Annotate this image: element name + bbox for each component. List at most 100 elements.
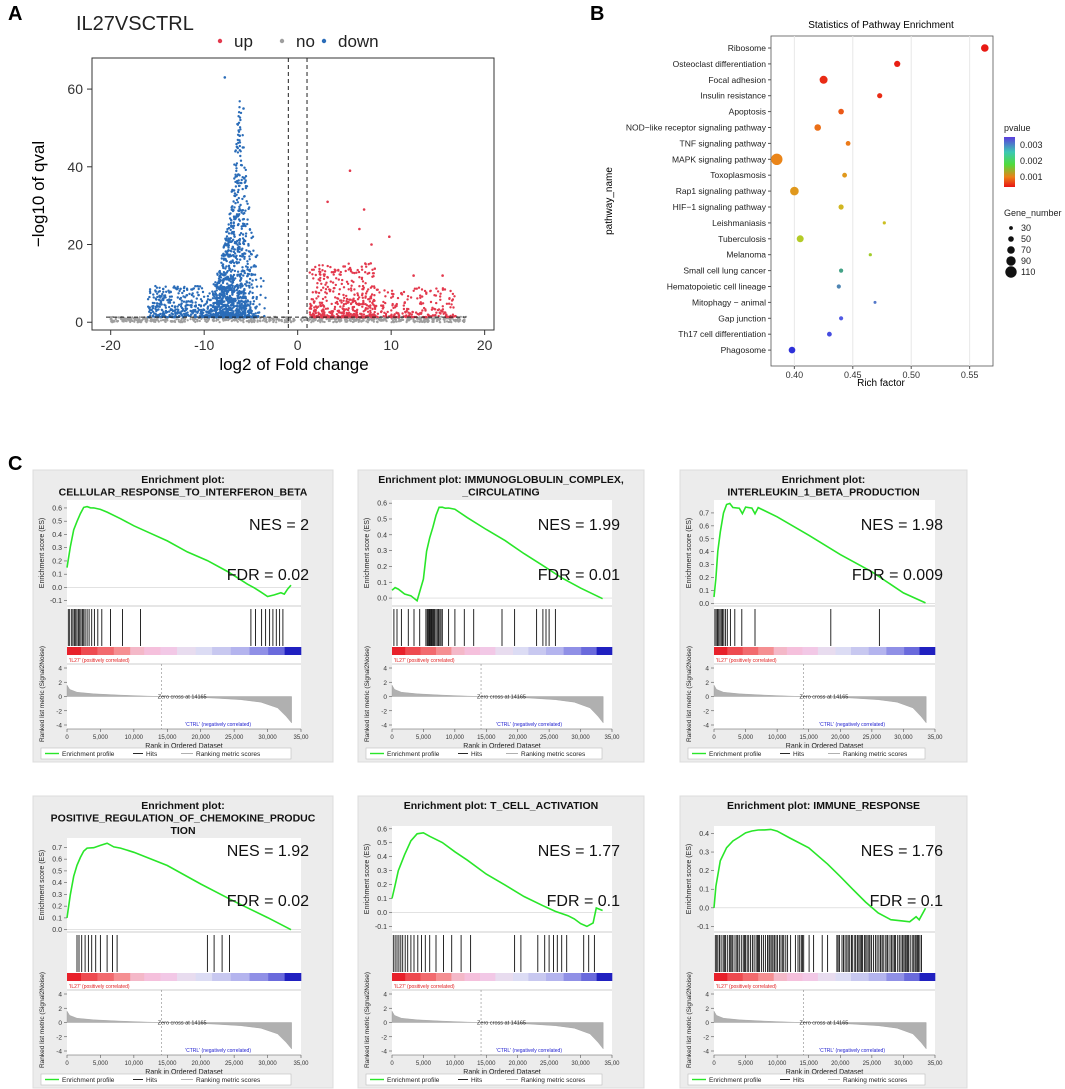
volcano-point-up <box>412 274 415 277</box>
volcano-point-down <box>236 151 240 154</box>
volcano-point-up <box>451 292 455 296</box>
gsea-heatmap-segment <box>451 647 465 655</box>
volcano-point-down <box>231 281 235 284</box>
volcano-point-up <box>364 308 367 311</box>
gsea-fdr: FDR = 0.1 <box>547 893 620 910</box>
volcano-point-down <box>194 315 197 318</box>
gsea-metric-tick-label: 2 <box>58 680 62 687</box>
volcano-point-up <box>412 289 415 292</box>
gsea-heatmap-segment <box>67 647 82 655</box>
pathway-x-tick-label: 0.45 <box>844 370 862 380</box>
volcano-point-up <box>369 262 373 265</box>
volcano-point-up <box>313 306 316 309</box>
volcano-point-up <box>325 281 328 284</box>
pvalue-legend-tick: 0.002 <box>1020 156 1043 166</box>
volcano-point-down <box>251 316 254 319</box>
volcano-point-down <box>243 271 246 275</box>
volcano-point-up <box>391 302 394 306</box>
volcano-point-down <box>164 311 168 314</box>
volcano-point-down <box>214 293 217 296</box>
volcano-point-down <box>226 252 229 255</box>
pathway-point <box>788 346 796 354</box>
volcano-point-down <box>146 298 150 301</box>
volcano-point-up <box>358 227 361 231</box>
gsea-x-tick-label: 10,000 <box>768 735 787 741</box>
volcano-point-down <box>244 307 248 310</box>
volcano-point-down <box>179 287 182 290</box>
volcano-point-down <box>247 269 251 272</box>
volcano-point-no <box>138 318 141 321</box>
volcano-point-up <box>317 291 321 295</box>
volcano-x-tick-label: 20 <box>477 337 493 353</box>
volcano-point-up <box>323 311 326 314</box>
volcano-point-no <box>154 319 158 322</box>
volcano-point-down <box>243 252 246 255</box>
gsea-title: Enrichment plot: <box>141 800 224 812</box>
volcano-point-down <box>187 314 190 317</box>
volcano-point-up <box>390 316 393 319</box>
volcano-point-down <box>250 231 253 234</box>
volcano-point-down <box>184 307 187 310</box>
volcano-point-up <box>371 272 375 275</box>
volcano-point-down <box>157 305 160 308</box>
volcano-point-down <box>185 301 188 304</box>
volcano-point-no <box>385 319 388 322</box>
volcano-point-up <box>333 305 337 309</box>
volcano-point-down <box>236 258 239 261</box>
gsea-heatmap-segment <box>480 647 496 655</box>
volcano-point-down <box>228 261 232 264</box>
gsea-legend-profile: Enrichment profile <box>62 1077 115 1084</box>
gsea-heatmap-segment <box>249 647 269 655</box>
volcano-point-down <box>164 309 168 313</box>
volcano-point-up <box>405 307 409 311</box>
gsea-x-axis-label: Rank in Ordered Dataset <box>786 743 863 750</box>
gsea-legend-metric: Ranking metric scores <box>521 751 586 758</box>
volcano-point-down <box>222 253 226 256</box>
volcano-point-down <box>258 311 261 314</box>
volcano-point-down <box>191 292 194 295</box>
volcano-point-down <box>225 276 228 279</box>
gsea-es-tick-label: 0.7 <box>52 845 62 852</box>
gsea-x-tick-label: 20,000 <box>509 735 528 741</box>
volcano-point-down <box>235 262 239 265</box>
gsea-heatmap-segment <box>919 647 936 655</box>
volcano-point-down <box>239 209 242 212</box>
gsea-zero-cross-label: Zero cross at 14165 <box>799 695 848 701</box>
gsea-metric-area <box>713 1010 927 1050</box>
volcano-point-no <box>325 317 328 321</box>
gsea-metric-tick-label: -2 <box>703 1034 709 1041</box>
volcano-point-down <box>210 313 213 317</box>
volcano-point-up <box>361 280 365 283</box>
gsea-plot-2: Enrichment plot: IMMUNOGLOBULIN_COMPLEX,… <box>357 469 645 763</box>
gsea-x-tick-label: 20,000 <box>831 1061 850 1067</box>
volcano-title: IL27VSCTRL <box>76 13 194 35</box>
volcano-point-up <box>439 292 442 295</box>
volcano-point-no <box>283 319 286 322</box>
volcano-point-down <box>233 285 237 289</box>
gsea-es-tick-label: 0.4 <box>52 880 62 887</box>
volcano-point-down <box>208 298 211 302</box>
volcano-point-down <box>192 287 196 290</box>
volcano-axes: -20 -10 0 10 20 0 20 40 60 <box>67 58 493 353</box>
volcano-point-up <box>315 291 318 294</box>
gsea-heatmap-segment <box>392 973 406 981</box>
volcano-point-down <box>171 309 175 313</box>
volcano-point-up <box>321 264 324 267</box>
volcano-point-up <box>429 300 433 304</box>
volcano-point-no <box>138 316 141 319</box>
volcano-point-down <box>233 192 237 195</box>
pathway-point <box>814 124 821 131</box>
volcano-point-down <box>250 266 253 269</box>
volcano-point-down <box>229 228 232 232</box>
volcano-point-down <box>223 76 227 79</box>
pathway-category-label: Insulin resistance <box>700 91 766 101</box>
volcano-point-up <box>354 301 358 305</box>
volcano-point-down <box>242 217 246 221</box>
volcano-point-up <box>349 287 353 290</box>
volcano-point-no <box>115 320 119 323</box>
gsea-heatmap-segment <box>563 973 582 981</box>
volcano-point-down <box>251 286 254 289</box>
gsea-title: Enrichment plot: IMMUNOGLOBULIN_COMPLEX, <box>378 474 624 486</box>
volcano-point-down <box>221 303 224 306</box>
volcano-point-down <box>156 292 159 295</box>
